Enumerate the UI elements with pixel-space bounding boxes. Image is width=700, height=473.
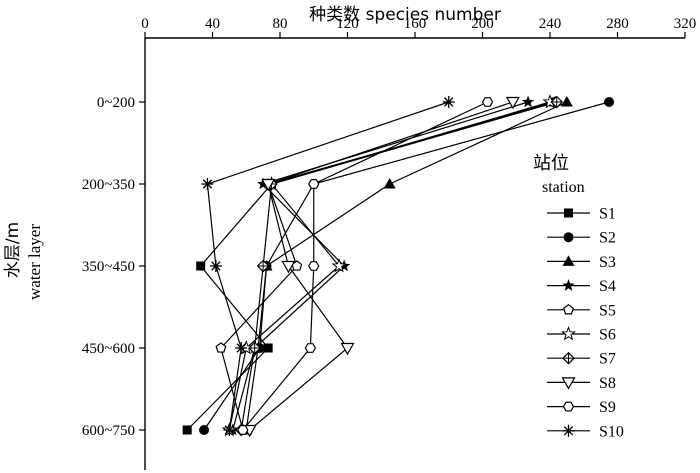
legend-marker	[560, 326, 577, 341]
point-s4	[521, 95, 535, 108]
x-tick-label: 320	[674, 16, 697, 32]
legend: 站位 station S1 S2 S3 S4 S5 S6 S7 S8 S9 S10	[533, 153, 624, 440]
point-s1	[182, 425, 192, 435]
series-line-s4	[232, 101, 529, 431]
series-lines	[186, 101, 610, 431]
legend-title-cn: 站位	[533, 153, 569, 174]
legend-label: S10	[599, 423, 624, 440]
point-s10	[209, 260, 222, 272]
point-s1	[196, 261, 206, 271]
point-s7	[256, 259, 270, 273]
point-s7	[248, 341, 262, 355]
point-s8	[340, 342, 355, 356]
legend-label: S1	[599, 206, 616, 223]
x-tick-label: 280	[606, 16, 629, 32]
point-s3	[560, 96, 573, 107]
point-s6	[331, 258, 347, 273]
legend-marker	[564, 208, 573, 218]
legend-item-s2: S2	[547, 230, 616, 247]
legend-item-s3: S3	[547, 254, 616, 271]
x-tick-label: 160	[404, 16, 427, 32]
y-axis-title-en: water layer	[25, 224, 44, 300]
point-s8	[281, 260, 296, 274]
y-ticks: 0~200 200~350 350~450 450~600 600~750	[82, 95, 145, 439]
legend-title-en: station	[542, 179, 585, 196]
y-axis-title-cn: 水层/m	[3, 222, 23, 278]
legend-marker	[562, 255, 575, 266]
x-tick-label: 240	[539, 16, 562, 32]
point-s10	[223, 424, 236, 436]
legend-marker	[563, 304, 574, 315]
legend-item-s5: S5	[547, 302, 616, 319]
x-axis-title: 种类数 species number	[309, 5, 501, 25]
point-s3	[383, 178, 396, 189]
y-axis-titles: 水层/m water layer	[3, 222, 44, 300]
y-tick-label: 0~200	[97, 95, 135, 111]
point-s9	[304, 343, 317, 353]
y-tick-label: 350~450	[82, 259, 135, 275]
series-line-s10	[206, 101, 449, 431]
legend-item-s6: S6	[547, 326, 616, 344]
point-s9	[237, 425, 249, 435]
y-tick-label: 450~600	[82, 341, 135, 357]
point-s8	[261, 178, 276, 192]
y-tick-label: 600~750	[82, 423, 135, 439]
y-tick-label: 200~350	[82, 177, 135, 193]
point-s10	[442, 96, 455, 108]
legend-item-s10: S10	[547, 423, 624, 440]
point-s5	[215, 342, 227, 353]
legend-marker	[562, 424, 575, 437]
point-s10	[235, 342, 248, 354]
point-s8	[505, 96, 520, 110]
x-tick-label: 80	[273, 16, 288, 32]
point-s9	[308, 261, 320, 271]
legend-marker	[563, 232, 574, 243]
point-s2	[199, 425, 210, 435]
series-markers	[182, 94, 615, 438]
legend-item-s9: S9	[547, 399, 616, 416]
legend-marker	[562, 351, 575, 365]
legend-item-s4: S4	[547, 278, 616, 295]
x-tick-label: 200	[471, 16, 494, 32]
legend-label: S5	[599, 302, 616, 319]
legend-label: S4	[599, 278, 616, 295]
point-s7	[550, 95, 564, 109]
point-s9	[308, 179, 320, 189]
legend-marker	[562, 279, 575, 291]
point-s2	[604, 97, 615, 107]
x-tick-label: 0	[141, 16, 149, 32]
series-line-s6	[228, 101, 551, 431]
legend-label: S7	[599, 351, 616, 368]
legend-label: S8	[599, 375, 616, 392]
legend-item-s8: S8	[547, 375, 616, 392]
legend-label: S6	[599, 327, 616, 344]
legend-label: S3	[599, 254, 616, 271]
legend-label: S2	[599, 230, 616, 247]
legend-item-s7: S7	[547, 351, 616, 368]
legend-marker	[561, 377, 576, 390]
legend-items: S1 S2 S3 S4 S5 S6 S7 S8 S9 S10	[547, 206, 624, 440]
point-s10	[201, 178, 214, 190]
legend-marker	[562, 401, 575, 412]
point-s1	[263, 343, 273, 353]
x-tick-label: 120	[336, 16, 359, 32]
legend-item-s1: S1	[547, 206, 616, 223]
x-ticks: 0 40 80 120 160 200 240 280 320	[141, 16, 696, 38]
point-s9	[481, 97, 494, 107]
legend-label: S9	[599, 399, 616, 416]
x-tick-label: 40	[205, 16, 220, 32]
